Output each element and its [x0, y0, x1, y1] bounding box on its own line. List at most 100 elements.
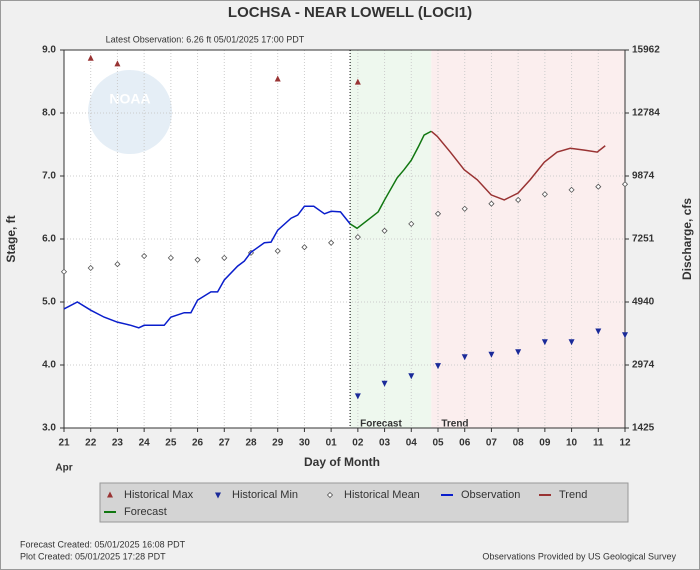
marker-mean [274, 247, 281, 255]
marker-mean [221, 254, 228, 261]
marker-mean [167, 254, 174, 261]
marker-max [87, 54, 94, 61]
x-axis-label: Day of Month [304, 455, 380, 469]
marker-min [595, 328, 602, 335]
x-tick-label: 03 [379, 438, 391, 449]
marker-mean [621, 181, 629, 188]
marker-mean [381, 227, 388, 234]
x-tick-label: 01 [326, 438, 338, 449]
footer-text: Plot Created: 05/01/2025 17:28 PDT [20, 551, 166, 561]
y-tick-label: 6.0 [42, 234, 56, 245]
marker-max [274, 75, 281, 82]
x-tick-label: 05 [432, 438, 444, 449]
marker-min [622, 332, 628, 339]
y2-tick-label: 12784 [632, 108, 660, 119]
y2-tick-label: 15962 [632, 45, 660, 56]
legend-box [99, 482, 629, 523]
series-line [430, 130, 606, 201]
marker-mean [434, 210, 442, 217]
x-tick-label: 10 [566, 438, 578, 449]
marker-mean [141, 252, 148, 260]
series-line [349, 130, 432, 230]
legend-label: Trend [559, 489, 587, 501]
logo [88, 70, 172, 154]
legend-label: Historical Mean [344, 489, 420, 501]
x-tick-label: 22 [85, 438, 97, 449]
x-tick-label: 29 [272, 438, 284, 449]
region-label: Forecast [360, 419, 402, 430]
marker-max [114, 60, 121, 67]
marker-mean [541, 191, 548, 198]
marker-min [515, 349, 522, 356]
plot-frame [63, 49, 626, 429]
marker-max [354, 78, 361, 85]
x-tick-label: 30 [299, 438, 311, 449]
y-tick-label: 8.0 [42, 108, 56, 119]
subtitle: Latest Observation: 6.26 ft 05/01/2025 1… [106, 34, 305, 44]
y2-tick-label: 9874 [632, 171, 655, 182]
marker-min [435, 363, 441, 370]
marker-mean [194, 256, 201, 263]
marker-mean [408, 220, 415, 227]
legend-label: Historical Min [232, 489, 298, 501]
x-tick-label: 23 [112, 438, 124, 449]
series-line [63, 205, 351, 329]
legend-label: Historical Max [124, 489, 194, 501]
legend-swatch [215, 492, 221, 499]
x-tick-label: 07 [486, 438, 498, 449]
marker-mean [328, 239, 335, 246]
y-axis-label: Stage, ft [4, 215, 18, 262]
footer-text: Forecast Created: 05/01/2025 16:08 PDT [20, 539, 186, 549]
legend-swatch [326, 491, 334, 499]
marker-mean [568, 186, 575, 193]
marker-min [354, 393, 361, 400]
x-tick-label: 27 [219, 438, 231, 449]
y-tick-label: 4.0 [42, 360, 56, 371]
x-tick-label: 21 [58, 438, 70, 449]
y-tick-label: 5.0 [42, 297, 56, 308]
marker-mean [60, 268, 68, 275]
x-tick-label: 04 [406, 438, 418, 449]
marker-min [381, 380, 388, 387]
marker-mean [354, 234, 361, 241]
chart-title: LOCHSA - NEAR LOWELL (LOCI1) [228, 4, 472, 21]
x-tick-label: 26 [192, 438, 204, 449]
marker-mean [461, 205, 468, 212]
footer-credit: Observations Provided by US Geological S… [482, 551, 676, 561]
legend-label: Observation [461, 489, 520, 501]
x-tick-label: 25 [165, 438, 177, 449]
marker-mean [488, 200, 495, 207]
marker-mean [595, 183, 602, 190]
x-tick-label: 06 [459, 438, 471, 449]
legend-label: Forecast [124, 506, 167, 518]
x-tick-label: 24 [139, 438, 151, 449]
y2-tick-label: 7251 [632, 234, 655, 245]
region-label: Trend [441, 419, 468, 430]
x-tick-label: 09 [539, 438, 551, 449]
y-tick-label: 9.0 [42, 45, 56, 56]
marker-min [461, 354, 468, 361]
y2-tick-label: 1425 [632, 423, 655, 434]
x-tick-label: 02 [352, 438, 364, 449]
legend-swatch [107, 491, 113, 498]
marker-min [568, 339, 575, 346]
marker-min [488, 351, 495, 358]
x-tick-label: 12 [619, 438, 631, 449]
y2-tick-label: 2974 [632, 360, 655, 371]
x-tick-label: 11 [593, 438, 604, 449]
region [350, 50, 432, 428]
logo-text: NOAA [109, 91, 150, 107]
marker-min [541, 339, 548, 346]
x-tick-label: 08 [513, 438, 525, 449]
marker-mean [87, 264, 94, 272]
x-month-label: Apr [55, 463, 72, 474]
marker-mean [114, 261, 121, 268]
y2-tick-label: 4940 [632, 297, 655, 308]
marker-min [408, 373, 415, 380]
y-tick-label: 3.0 [42, 423, 56, 434]
y-tick-label: 7.0 [42, 171, 56, 182]
x-tick-label: 28 [245, 438, 257, 449]
y2-axis-label: Discharge, cfs [680, 198, 694, 280]
marker-mean [301, 244, 308, 251]
